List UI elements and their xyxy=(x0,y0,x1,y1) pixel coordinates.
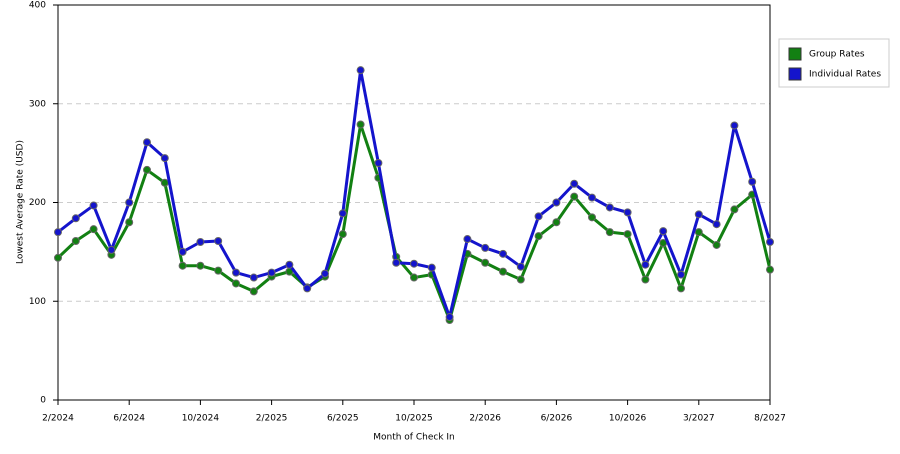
data-point xyxy=(267,268,276,277)
data-point xyxy=(303,284,312,293)
data-point xyxy=(605,228,614,237)
data-point xyxy=(285,260,294,269)
x-tick-label: 2/2024 xyxy=(42,414,74,424)
data-point xyxy=(89,201,98,210)
x-tick-label: 2/2025 xyxy=(256,414,288,424)
data-point xyxy=(534,232,543,241)
legend-label: Group Rates xyxy=(809,50,865,60)
data-point xyxy=(516,262,525,271)
data-point xyxy=(107,245,116,254)
data-point xyxy=(178,247,187,256)
data-point xyxy=(677,284,685,293)
y-tick-label: 300 xyxy=(29,99,46,109)
x-tick-label: 10/2026 xyxy=(609,414,647,424)
data-point xyxy=(427,263,436,272)
data-point xyxy=(481,258,490,267)
data-point xyxy=(730,121,739,130)
data-point xyxy=(89,225,98,234)
data-point xyxy=(71,237,80,246)
data-point xyxy=(232,268,240,277)
data-point xyxy=(410,273,418,282)
data-point xyxy=(730,205,739,214)
x-tick-label: 2/2026 xyxy=(469,414,501,424)
y-tick-label: 100 xyxy=(29,297,46,307)
x-axis-label: Month of Check In xyxy=(373,433,455,443)
y-axis-label: Lowest Average Rate (USD) xyxy=(16,140,26,264)
legend-swatch xyxy=(788,47,802,61)
y-tick-label: 200 xyxy=(29,198,46,208)
data-point xyxy=(499,249,507,258)
data-point xyxy=(534,212,543,221)
data-point xyxy=(623,230,632,239)
data-point xyxy=(623,208,632,217)
x-tick-label: 6/2026 xyxy=(541,414,573,424)
data-point xyxy=(54,253,62,262)
data-point xyxy=(125,198,134,207)
x-tick-label: 8/2027 xyxy=(754,414,786,424)
data-point xyxy=(160,178,169,187)
data-point xyxy=(712,240,721,249)
data-point xyxy=(694,228,703,237)
legend-swatch xyxy=(788,67,802,81)
data-point xyxy=(196,261,205,270)
data-point xyxy=(160,154,169,163)
data-point xyxy=(178,261,187,270)
data-point xyxy=(321,269,329,278)
data-point xyxy=(605,203,614,212)
data-point xyxy=(481,243,490,252)
data-point xyxy=(143,138,151,147)
data-point xyxy=(214,266,223,275)
series-line xyxy=(56,122,772,322)
data-point xyxy=(552,218,561,227)
x-tick-label: 6/2024 xyxy=(113,414,145,424)
data-point xyxy=(338,209,347,218)
data-point xyxy=(125,218,134,227)
data-point xyxy=(659,227,668,236)
data-point xyxy=(766,265,774,274)
data-point xyxy=(552,198,561,207)
data-point xyxy=(71,214,80,223)
y-tick-label: 0 xyxy=(40,396,46,406)
data-point xyxy=(338,230,347,239)
data-point xyxy=(463,235,472,244)
data-point xyxy=(249,273,258,282)
data-point xyxy=(196,238,205,246)
data-point xyxy=(641,260,650,269)
data-point xyxy=(766,238,774,246)
data-point xyxy=(588,213,596,222)
x-tick-label: 10/2024 xyxy=(182,414,220,424)
data-point xyxy=(214,237,223,246)
data-point xyxy=(748,177,757,186)
data-point xyxy=(374,159,383,167)
data-point xyxy=(641,275,650,284)
data-point xyxy=(232,279,240,288)
legend-label: Individual Rates xyxy=(809,70,881,80)
x-tick-label: 3/2027 xyxy=(683,414,715,424)
data-point xyxy=(588,193,596,202)
data-point xyxy=(356,120,365,129)
data-point xyxy=(677,270,685,279)
data-point xyxy=(143,165,151,174)
data-point xyxy=(410,259,418,268)
data-point xyxy=(249,287,258,296)
x-tick-label: 10/2025 xyxy=(395,414,432,424)
data-point xyxy=(499,267,507,276)
data-point xyxy=(712,220,721,229)
x-tick-label: 6/2025 xyxy=(327,414,359,424)
data-point xyxy=(516,275,525,284)
data-point xyxy=(54,228,62,237)
data-point xyxy=(356,66,365,75)
data-point xyxy=(392,258,401,267)
data-point xyxy=(570,192,579,201)
data-point xyxy=(445,313,454,322)
data-point xyxy=(570,179,579,188)
y-tick-label: 400 xyxy=(29,1,46,11)
data-point xyxy=(694,210,703,219)
